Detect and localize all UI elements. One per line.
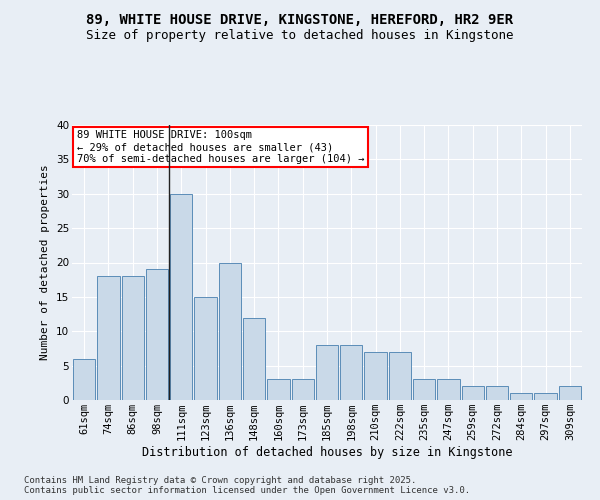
Bar [218, 262, 241, 400]
Y-axis label: Number of detached properties: Number of detached properties [40, 164, 50, 360]
Bar [437, 380, 460, 400]
Bar [292, 380, 314, 400]
Bar [389, 352, 411, 400]
Bar [73, 359, 95, 400]
Bar [510, 393, 532, 400]
Text: Contains HM Land Registry data © Crown copyright and database right 2025.
Contai: Contains HM Land Registry data © Crown c… [24, 476, 470, 495]
X-axis label: Distribution of detached houses by size in Kingstone: Distribution of detached houses by size … [142, 446, 512, 459]
Bar [316, 345, 338, 400]
Bar [535, 393, 557, 400]
Bar [340, 345, 362, 400]
Text: 89 WHITE HOUSE DRIVE: 100sqm
← 29% of detached houses are smaller (43)
70% of se: 89 WHITE HOUSE DRIVE: 100sqm ← 29% of de… [77, 130, 365, 164]
Bar [559, 386, 581, 400]
Text: Size of property relative to detached houses in Kingstone: Size of property relative to detached ho… [86, 29, 514, 42]
Bar [170, 194, 193, 400]
Text: 89, WHITE HOUSE DRIVE, KINGSTONE, HEREFORD, HR2 9ER: 89, WHITE HOUSE DRIVE, KINGSTONE, HEREFO… [86, 12, 514, 26]
Bar [243, 318, 265, 400]
Bar [413, 380, 436, 400]
Bar [194, 297, 217, 400]
Bar [486, 386, 508, 400]
Bar [267, 380, 290, 400]
Bar [97, 276, 119, 400]
Bar [461, 386, 484, 400]
Bar [146, 270, 168, 400]
Bar [364, 352, 387, 400]
Bar [122, 276, 144, 400]
